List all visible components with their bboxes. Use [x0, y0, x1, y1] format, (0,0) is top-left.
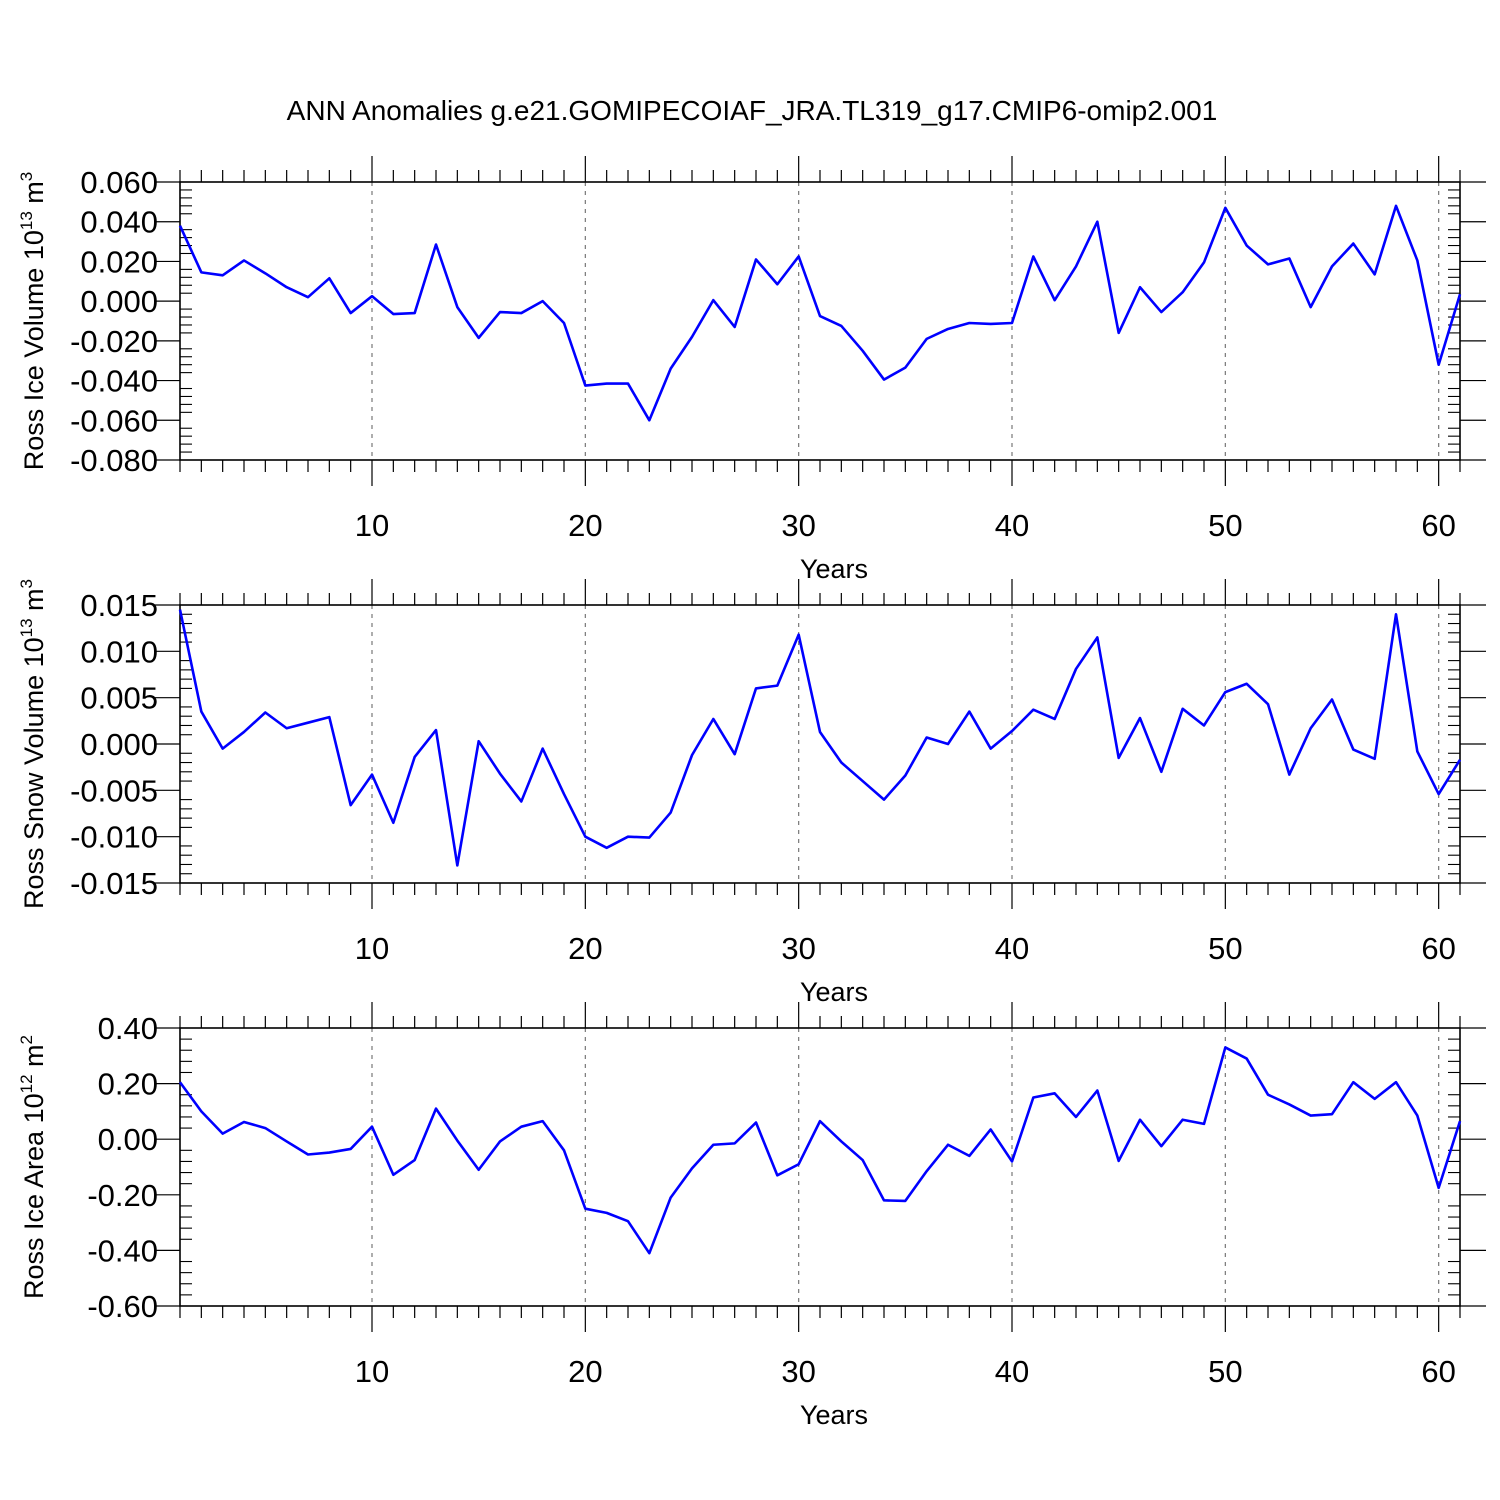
y-tick-label: -0.010	[70, 820, 158, 855]
y-tick-label: 0.040	[80, 205, 158, 240]
y-tick-label: 0.060	[80, 165, 158, 200]
x-tick-label: 10	[355, 1354, 389, 1389]
x-ticks	[179, 1002, 1461, 1332]
y-ticks	[154, 181, 1486, 461]
y-tick-label: -0.040	[70, 364, 158, 399]
panel-1: 10 20 30 40 50 60 -0.080 -0.060 -0.040 -0.020 0.00…	[17, 156, 1486, 584]
y-tick-label: 0.20	[98, 1067, 158, 1102]
y-ticks	[154, 1027, 1486, 1307]
y-axis-label-unit-exponent: 3	[17, 172, 36, 181]
x-tick-label: 20	[568, 1354, 602, 1389]
y-axis-label-unit: m	[19, 181, 49, 211]
panels: 10 20 30 40 50 60 -0.080 -0.060 -0.040 -0.020 0.00…	[17, 156, 1486, 1430]
x-tick-label: 50	[1208, 931, 1242, 966]
y-tick-label: -0.20	[87, 1178, 158, 1213]
panel-3: 10 20 30 40 50 60 -0.60 -0.40 -0.20 0.00 0.20 0.40 Y…	[17, 1002, 1486, 1430]
panel-2: 10 20 30 40 50 60 -0.015 -0.010 -0.005 0.000 0.005…	[17, 579, 1486, 1007]
y-tick-label: 0.40	[98, 1011, 158, 1046]
series-line	[178, 1046, 1462, 1255]
x-axis-label: Years	[800, 1400, 868, 1430]
y-axis-label-text: Ross Ice Volume 10	[19, 230, 49, 470]
y-tick-label: -0.60	[87, 1289, 158, 1324]
x-tick-label: 30	[781, 508, 815, 543]
x-tick-label: 40	[995, 931, 1029, 966]
y-tick-label: 0.00	[98, 1122, 158, 1157]
y-tick-label: 0.015	[80, 588, 158, 623]
y-tick-label: -0.080	[70, 443, 158, 478]
y-axis-label-unit: m	[19, 1044, 49, 1074]
series-line	[178, 609, 1462, 867]
x-tick-label: 10	[355, 931, 389, 966]
x-axis-label: Years	[800, 977, 868, 1007]
y-tick-label: -0.005	[70, 773, 158, 808]
y-axis-label: Ross Ice Volume 1013 m3	[17, 172, 49, 471]
x-tick-label: 30	[781, 931, 815, 966]
y-axis-label-exponent: 13	[17, 211, 36, 230]
y-tick-label: 0.000	[80, 727, 158, 762]
x-tick-label: 20	[568, 931, 602, 966]
x-tick-label: 50	[1208, 508, 1242, 543]
x-tick-label: 40	[995, 1354, 1029, 1389]
y-axis-label: Ross Ice Area 1012 m2	[17, 1035, 49, 1299]
series-line	[178, 204, 1462, 422]
x-tick-label: 50	[1208, 1354, 1242, 1389]
y-ticks	[154, 604, 1486, 884]
y-tick-label: -0.40	[87, 1233, 158, 1268]
x-tick-label: 20	[568, 508, 602, 543]
x-tick-label: 40	[995, 508, 1029, 543]
x-tick-label: 10	[355, 508, 389, 543]
y-tick-label: -0.060	[70, 403, 158, 438]
x-tick-label: 60	[1421, 508, 1455, 543]
y-axis-label-text: Ross Snow Volume 10	[19, 637, 49, 909]
y-tick-label: 0.005	[80, 681, 158, 716]
x-axis-label: Years	[800, 554, 868, 584]
y-axis-label-unit-exponent: 3	[17, 579, 36, 588]
y-axis-label-unit: m	[19, 588, 49, 618]
y-axis-label-exponent: 13	[17, 618, 36, 637]
y-axis-label: Ross Snow Volume 1013 m3	[17, 579, 49, 909]
chart-title: ANN Anomalies g.e21.GOMIPECOIAF_JRA.TL31…	[287, 95, 1218, 126]
x-ticks	[179, 156, 1461, 486]
y-axis-label-unit-exponent: 2	[17, 1035, 36, 1044]
y-tick-label: -0.020	[70, 324, 158, 359]
y-axis-label-exponent: 12	[17, 1074, 36, 1093]
y-tick-label: 0.010	[80, 634, 158, 669]
y-axis-label-text: Ross Ice Area 10	[19, 1093, 49, 1299]
y-tick-label: 0.020	[80, 244, 158, 279]
x-tick-label: 60	[1421, 931, 1455, 966]
y-tick-label: 0.000	[80, 284, 158, 319]
x-tick-label: 60	[1421, 1354, 1455, 1389]
x-ticks	[179, 579, 1461, 909]
x-tick-label: 30	[781, 1354, 815, 1389]
y-tick-label: -0.015	[70, 866, 158, 901]
